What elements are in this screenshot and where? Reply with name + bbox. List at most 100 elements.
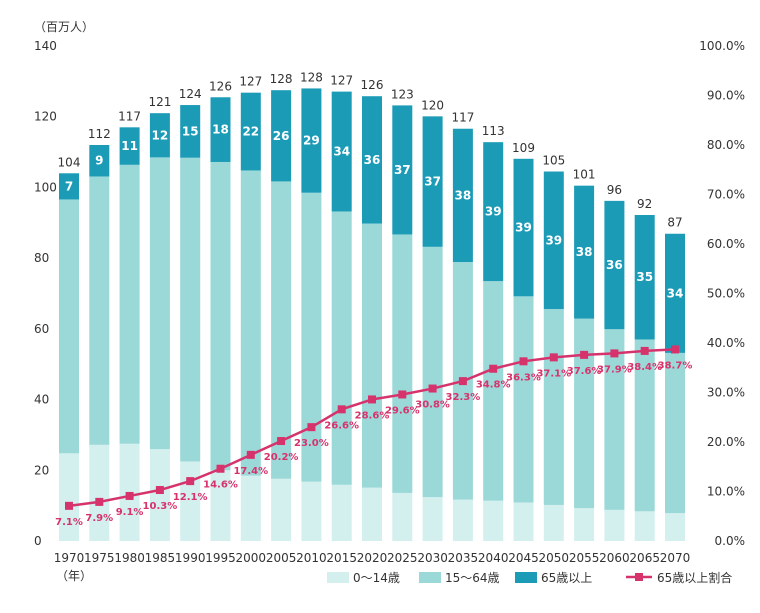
aging-rate-label: 34.8% [476,380,511,391]
aging-rate-label: 10.3% [143,501,178,512]
bar-segment-young [392,492,413,541]
aging-rate-marker [246,450,255,459]
elderly-value-label: 39 [485,205,502,219]
stacked-bars: 7 104 9 112 11 117 12 121 15 124 18 126 22 127 26 128 29… [58,70,685,541]
aging-rate-marker [519,357,528,366]
bar-segment-working [362,223,382,488]
x-tick-label: 2015 [326,551,357,565]
total-value-label: 105 [542,154,565,168]
bar-segment-working [59,199,79,454]
aging-rate-marker [65,501,73,510]
elderly-value-label: 39 [545,233,562,247]
total-value-label: 109 [512,141,535,155]
total-value-label: 101 [573,168,596,182]
bar-segment-young [331,484,352,541]
bar-segment-working [240,170,261,476]
y-right-tick-label: 90.0% [707,89,745,103]
elderly-value-label: 36 [606,258,623,272]
bar-segment-elderly [574,185,595,319]
x-unit-label: （年） [56,569,92,583]
bar-segment-elderly [452,128,473,263]
bar-segment-young [513,502,534,541]
bar-segment-elderly [543,171,564,310]
y-right-tick-label: 100.0% [699,39,745,53]
y-left-tick-label: 80 [34,251,49,265]
bar-segment-young [271,478,292,541]
aging-rate-label: 12.1% [173,492,208,503]
y-left-tick-label: 120 [34,110,57,124]
legend-young: 0～14歳 [327,571,400,585]
bar-segment-working [574,318,595,509]
bar-segment-elderly [362,96,382,224]
elderly-value-label: 38 [455,188,472,202]
x-tick-label: 1970 [54,551,85,565]
aging-rate-marker [428,384,437,393]
x-tick-label: 2050 [539,551,570,565]
x-tick-label: 2035 [448,551,479,565]
aging-rate-marker [95,497,104,506]
aging-rate-label: 7.1% [55,517,83,528]
elderly-value-label: 36 [364,153,381,167]
bar-segment-elderly [240,92,261,171]
elderly-value-label: 9 [95,154,103,168]
bar-segment-elderly [180,105,201,158]
bar-segment-elderly [422,116,443,247]
bar-segment-working [634,339,655,512]
bar-segment-elderly [634,215,655,340]
bar-segment-elderly [331,91,352,212]
x-tick-label: 1990 [175,551,206,565]
x-tick-label: 1995 [205,551,236,565]
aging-rate-marker [549,353,558,362]
legend-elderly: 65歳以上 [515,571,592,585]
y-left-tick-label: 20 [34,463,49,477]
aging-rate-marker [337,405,346,414]
total-value-label: 127 [330,74,353,88]
bar-segment-elderly [513,158,534,297]
y-right-tick-label: 40.0% [707,336,745,350]
aging-rate-marker [640,346,649,355]
elderly-value-label: 11 [121,139,138,153]
x-tick-label: 2055 [569,551,600,565]
aging-rate-marker [125,491,134,500]
bar-segment-young [543,504,564,541]
total-value-label: 113 [482,124,505,138]
bar-segment-elderly [604,200,625,330]
y-right-tick-label: 30.0% [707,386,745,400]
legend-elderly-label: 65歳以上 [541,571,592,585]
x-tick-label: 2030 [417,551,448,565]
bar-segment-young [452,499,473,541]
aging-rate-marker [307,423,316,432]
total-value-label: 117 [118,109,141,123]
aging-rate-marker [489,364,498,373]
bar-segment-elderly [149,113,170,158]
aging-rate-label: 7.9% [85,513,113,524]
total-value-label: 127 [239,75,262,89]
aging-rate-label: 37.6% [567,366,602,377]
bar-segment-elderly [89,145,110,177]
bar-segment-elderly [301,88,322,193]
bar-segment-young [301,481,322,541]
x-tick-label: 1985 [145,551,176,565]
aging-rate-label: 14.6% [203,480,238,491]
legend-aging-rate-label: 65歳以上割合 [657,570,732,585]
bar-segment-young [240,475,261,541]
aging-rate-marker [580,350,589,359]
aging-rate-marker [155,486,164,495]
aging-rate-label: 36.3% [506,372,541,383]
elderly-value-label: 34 [667,286,684,300]
bar-segment-young [634,511,655,541]
bar-segment-working [392,234,413,493]
aging-rate-marker [186,477,195,486]
y-right-tick-label: 60.0% [707,237,745,251]
aging-rate-label: 37.9% [597,364,632,375]
legend-working: 15～64歳 [419,571,500,585]
bar-segment-young [665,513,685,541]
bar-segment-working [513,296,534,503]
x-tick-label: 2000 [236,551,267,565]
elderly-value-label: 22 [242,125,259,139]
bar-segment-elderly [59,173,79,200]
x-tick-label: 2010 [296,551,327,565]
x-tick-label: 2040 [478,551,509,565]
bar-segment-elderly [665,233,685,353]
